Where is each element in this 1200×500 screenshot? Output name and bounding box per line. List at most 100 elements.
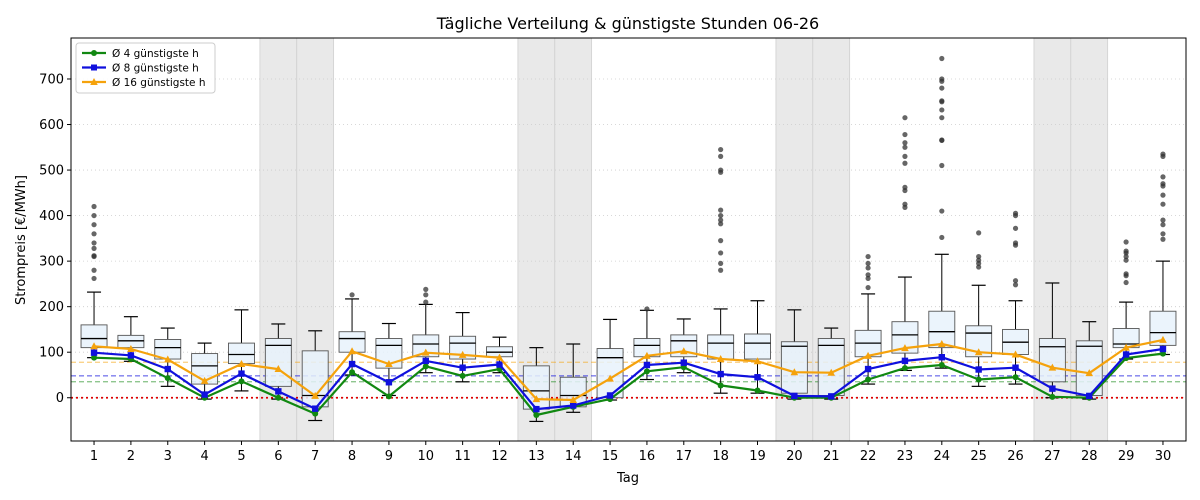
outlier-point — [718, 207, 724, 213]
box-iqr — [744, 333, 771, 360]
series-point — [754, 374, 761, 381]
outlier-point — [1012, 278, 1019, 284]
box-day-22 — [854, 253, 882, 385]
x-tick-label: 17 — [676, 449, 693, 464]
outlier-point — [718, 260, 724, 267]
x-tick-label: 1 — [90, 449, 98, 464]
outlier-point — [902, 184, 908, 190]
x-tick-label: 20 — [786, 449, 803, 464]
legend-label: Ø 8 günstigste h — [112, 62, 199, 74]
x-tick-label: 14 — [565, 449, 582, 464]
outlier-point — [718, 212, 724, 219]
series-point — [238, 378, 245, 385]
y-tick-label: 600 — [39, 118, 64, 133]
x-tick-label: 28 — [1081, 449, 1098, 464]
box-day-5 — [228, 309, 255, 392]
y-tick-label: 700 — [39, 72, 64, 87]
outlier-point — [902, 201, 908, 207]
outlier-point — [865, 265, 871, 271]
outlier-point — [1160, 181, 1166, 187]
outlier-point — [902, 160, 908, 166]
outlier-point — [1160, 192, 1166, 198]
outlier-point — [718, 153, 724, 159]
outlier-point — [939, 98, 945, 104]
series-point — [643, 361, 651, 369]
outlier-point — [939, 137, 945, 143]
box-day-25 — [965, 230, 993, 387]
box-day-1 — [80, 203, 108, 359]
series-point — [237, 360, 246, 368]
y-axis-title: Strompreis [€/MWh] — [14, 175, 29, 305]
outlier-point — [1123, 257, 1129, 263]
series-point — [349, 369, 356, 376]
outlier-point — [718, 146, 724, 153]
y-tick-label: 200 — [39, 300, 64, 315]
series-point — [90, 342, 98, 350]
series-point — [127, 352, 135, 359]
box-day-4 — [191, 342, 219, 400]
series-point — [938, 340, 946, 348]
series-point — [865, 376, 872, 383]
legend-entry-2: Ø 16 günstigste h — [82, 77, 206, 89]
outlier-point — [1160, 222, 1166, 228]
outlier-point — [976, 230, 982, 236]
series-point — [458, 350, 467, 358]
y-tick-label: 500 — [39, 164, 64, 179]
series-point — [1122, 343, 1130, 351]
outlier-point — [644, 306, 650, 312]
outlier-point — [349, 292, 355, 298]
outlier-point — [939, 85, 945, 91]
box-day-3 — [154, 327, 182, 387]
x-tick-label: 12 — [491, 449, 508, 464]
series-point — [348, 360, 356, 368]
outlier-point — [1160, 174, 1166, 180]
series-point — [679, 347, 688, 355]
series-point — [975, 366, 982, 373]
x-tick-label: 27 — [1044, 449, 1061, 464]
outlier-point — [718, 267, 724, 273]
series-lines — [90, 335, 1167, 419]
series-point — [974, 348, 983, 356]
x-tick-label: 3 — [164, 449, 172, 464]
series-point — [1012, 364, 1019, 371]
series-point — [164, 375, 171, 382]
box-day-21 — [817, 327, 845, 400]
legend-entry-1: Ø 8 günstigste h — [82, 62, 199, 74]
series-point — [975, 376, 982, 383]
outlier-point — [91, 231, 97, 237]
series-point — [716, 355, 725, 363]
x-tick-label: 26 — [1007, 449, 1024, 464]
x-tick-label: 16 — [639, 449, 656, 464]
x-tick-label: 8 — [348, 449, 356, 464]
series-point — [311, 391, 319, 399]
x-tick-label: 21 — [823, 449, 840, 464]
outlier-point — [865, 284, 871, 291]
y-tick-label: 0 — [56, 391, 64, 406]
outlier-point — [718, 250, 724, 256]
outlier-point — [902, 140, 908, 146]
series-point — [385, 360, 393, 368]
box-day-18 — [707, 146, 735, 394]
chart-title: Tägliche Verteilung & günstigste Stunden… — [436, 14, 819, 33]
outlier-point — [718, 221, 724, 227]
series-point — [274, 365, 283, 373]
series-point — [91, 354, 98, 361]
outlier-point — [902, 144, 908, 150]
series-point — [312, 410, 319, 417]
outlier-point — [1123, 271, 1129, 277]
series-point — [533, 412, 540, 419]
outlier-point — [1012, 240, 1019, 246]
series-point — [1012, 374, 1019, 381]
outlier-point — [423, 286, 429, 292]
legend-marker — [91, 50, 97, 56]
outlier-point — [91, 267, 97, 273]
x-tick-label: 11 — [454, 449, 471, 464]
outlier-point — [902, 115, 908, 121]
legend-entry-0: Ø 4 günstigste h — [82, 48, 199, 60]
outlier-point — [91, 203, 97, 210]
series-point — [533, 405, 540, 413]
outlier-point — [939, 107, 945, 113]
series-point — [311, 405, 319, 412]
box-day-12 — [486, 336, 513, 374]
